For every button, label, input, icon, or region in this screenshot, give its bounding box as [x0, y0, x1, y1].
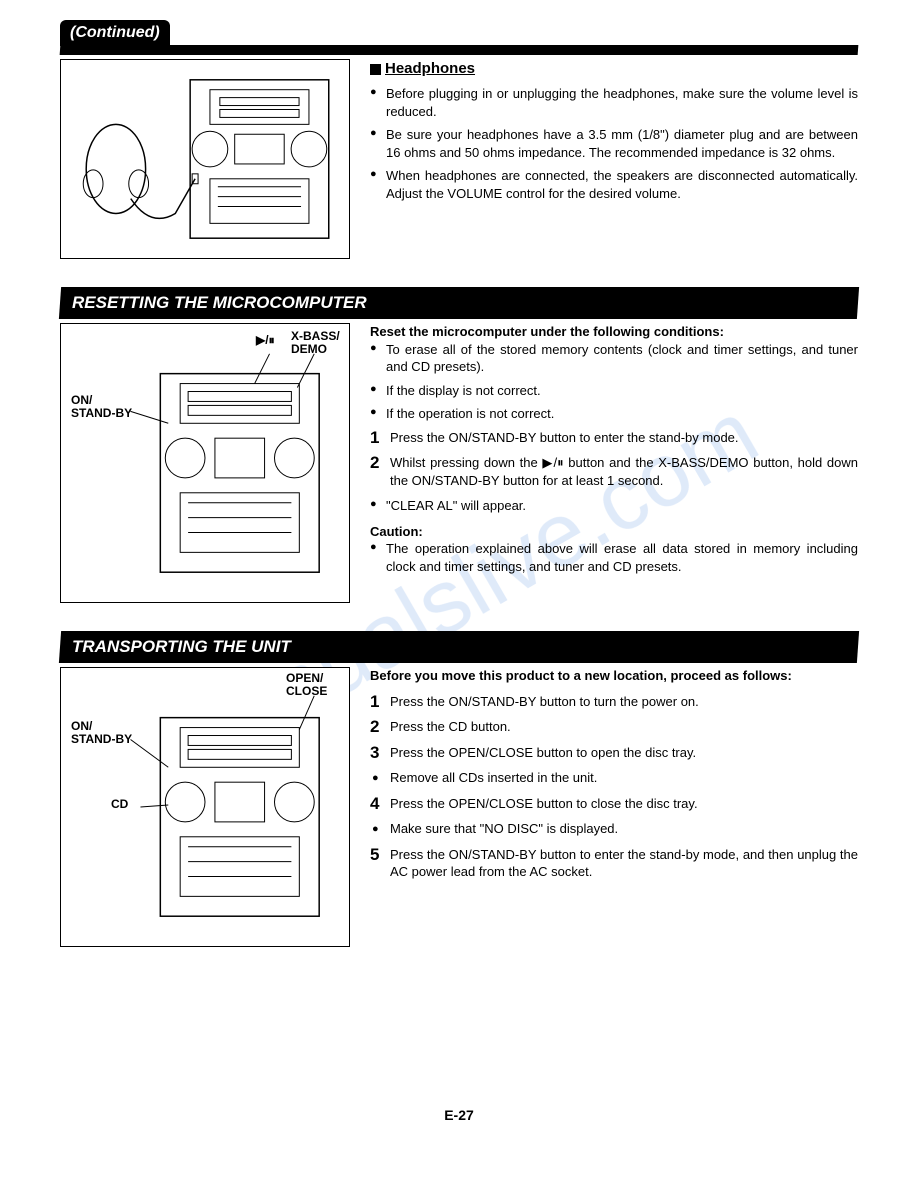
- section-headphones: Headphones Before plugging in or unplugg…: [60, 59, 858, 259]
- bullet-item: ●Make sure that "NO DISC" is displayed.: [370, 820, 858, 838]
- reset-intro: Reset the microcomputer under the follow…: [370, 323, 858, 341]
- step-item: 2Whilst pressing down the ▶/⏸ button and…: [370, 454, 858, 489]
- bullet-item: ●Remove all CDs inserted in the unit.: [370, 769, 858, 787]
- section-heading-transporting: TRANSPORTING THE UNIT: [59, 631, 859, 663]
- bullet-item: If the display is not correct.: [370, 382, 858, 400]
- divider-strip: [60, 45, 859, 55]
- label-on-standby: ON/ STAND-BY: [71, 394, 132, 420]
- label-on-standby: ON/ STAND-BY: [71, 720, 132, 746]
- label-open-close: OPEN/ CLOSE: [286, 672, 327, 698]
- step-item: 2Press the CD button.: [370, 718, 858, 736]
- section-transporting: ON/ STAND-BY OPEN/ CLOSE CD Before you m…: [60, 667, 858, 947]
- illustration-transporting: ON/ STAND-BY OPEN/ CLOSE CD: [60, 667, 350, 947]
- illustration-headphones: [60, 59, 350, 259]
- caution-bullets: The operation explained above will erase…: [370, 540, 858, 575]
- headphones-heading: Headphones: [370, 59, 858, 79]
- bullet-item: Be sure your headphones have a 3.5 mm (1…: [370, 126, 858, 161]
- continued-label: (Continued): [60, 20, 170, 46]
- page-number: E-27: [60, 1107, 858, 1123]
- stereo-headphones-diagram: [61, 60, 349, 258]
- stereo-transport-diagram: [61, 668, 349, 946]
- bullet-item: "CLEAR AL" will appear.: [370, 497, 858, 515]
- stereo-reset-diagram: [61, 324, 349, 602]
- reset-conditions: To erase all of the stored memory conten…: [370, 341, 858, 423]
- step-item: 5Press the ON/STAND-BY button to enter t…: [370, 846, 858, 881]
- step-item: 1Press the ON/STAND-BY button to turn th…: [370, 693, 858, 711]
- illustration-resetting: ON/ STAND-BY X-BASS/ DEMO ▶/⏸: [60, 323, 350, 603]
- square-bullet-icon: [370, 64, 381, 75]
- label-xbass-demo: X-BASS/ DEMO: [291, 330, 340, 356]
- reset-result: "CLEAR AL" will appear.: [370, 497, 858, 515]
- step-item: 3Press the OPEN/CLOSE button to open the…: [370, 744, 858, 762]
- label-cd: CD: [111, 798, 128, 811]
- step-item: 4Press the OPEN/CLOSE button to close th…: [370, 795, 858, 813]
- transport-intro: Before you move this product to a new lo…: [370, 667, 858, 685]
- bullet-item: The operation explained above will erase…: [370, 540, 858, 575]
- label-play-pause: ▶/⏸: [256, 334, 275, 347]
- bullet-item: Before plugging in or unplugging the hea…: [370, 85, 858, 120]
- bullet-item: If the operation is not correct.: [370, 405, 858, 423]
- caution-label: Caution:: [370, 523, 858, 541]
- transport-steps: 1Press the ON/STAND-BY button to turn th…: [370, 693, 858, 881]
- bullet-item: When headphones are connected, the speak…: [370, 167, 858, 202]
- headphones-heading-text: Headphones: [385, 59, 475, 79]
- step-item: 1Press the ON/STAND-BY button to enter t…: [370, 429, 858, 447]
- section-resetting: ON/ STAND-BY X-BASS/ DEMO ▶/⏸ Reset the …: [60, 323, 858, 603]
- section-heading-resetting: RESETTING THE MICROCOMPUTER: [59, 287, 859, 319]
- bullet-item: To erase all of the stored memory conten…: [370, 341, 858, 376]
- headphones-bullets: Before plugging in or unplugging the hea…: [370, 85, 858, 202]
- reset-steps: 1Press the ON/STAND-BY button to enter t…: [370, 429, 858, 490]
